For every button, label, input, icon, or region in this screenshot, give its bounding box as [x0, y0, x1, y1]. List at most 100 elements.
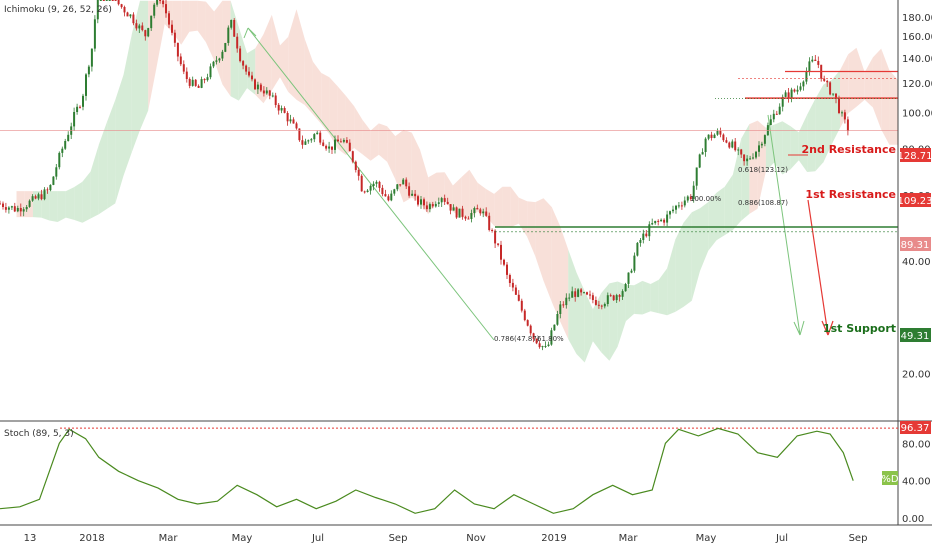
- candle-body: [456, 207, 458, 217]
- candle-body: [553, 325, 555, 331]
- candle-body: [651, 223, 653, 224]
- candle-body: [233, 20, 235, 37]
- candle-body: [322, 143, 324, 146]
- candle-body: [44, 189, 46, 199]
- candle-body: [298, 129, 300, 141]
- candle-body: [64, 141, 66, 149]
- candle-body: [731, 142, 733, 148]
- candle-body: [112, 0, 114, 1]
- candle-body: [708, 135, 710, 139]
- cloud-segment: [848, 48, 856, 114]
- candle-body: [49, 185, 51, 190]
- candle-body: [666, 215, 668, 223]
- candle-body: [465, 217, 467, 219]
- time-tick-label: Jul: [311, 533, 324, 544]
- candle-body: [764, 135, 766, 144]
- candle-body: [669, 211, 671, 214]
- stoch-d-label: %D: [881, 474, 899, 485]
- candle-body: [32, 196, 34, 201]
- candle-body: [242, 61, 244, 66]
- price-tick-label: 100.00: [902, 108, 932, 119]
- candle-body: [257, 85, 259, 90]
- candle-body: [115, 0, 117, 1]
- candle-body: [355, 162, 357, 170]
- candle-body: [109, 0, 111, 1]
- fib-886-label: 0.886(108.87): [738, 199, 788, 207]
- candle-body: [571, 291, 573, 297]
- candle-body: [127, 13, 129, 17]
- candle-body: [500, 245, 502, 260]
- candle-body: [103, 0, 105, 1]
- candle-body: [542, 346, 544, 347]
- candle-body: [304, 141, 306, 144]
- candle-body: [417, 196, 419, 204]
- candle-body: [14, 206, 16, 211]
- candle-body: [352, 151, 354, 162]
- candle-body: [180, 57, 182, 65]
- candle-body: [147, 28, 149, 36]
- candle-body: [660, 220, 662, 221]
- candle-body: [770, 119, 772, 125]
- candle-body: [325, 146, 327, 149]
- resistance-2-label: 2nd Resistance: [802, 143, 896, 156]
- candle-body: [755, 152, 757, 158]
- candle-body: [328, 147, 330, 149]
- candle-body: [73, 112, 75, 126]
- candle-body: [5, 207, 7, 210]
- candle-body: [444, 198, 446, 202]
- candle-body: [118, 0, 120, 4]
- candle-body: [88, 67, 90, 75]
- candle-body: [432, 204, 434, 206]
- candle-body: [414, 194, 416, 196]
- candle-body: [811, 60, 813, 62]
- price-tick-label: 140.00: [902, 54, 932, 65]
- candle-body: [805, 71, 807, 81]
- candle-body: [574, 291, 576, 297]
- fib-786-label: 0.786(47.87): [494, 335, 540, 343]
- candle-body: [749, 158, 751, 159]
- candle-body: [100, 0, 102, 1]
- candle-body: [711, 135, 713, 138]
- candle-body: [221, 52, 223, 59]
- cloud-segment: [651, 280, 659, 314]
- cloud-segment: [33, 191, 41, 218]
- candle-body: [497, 243, 499, 245]
- candle-body: [743, 155, 745, 162]
- candle-body: [310, 139, 312, 140]
- candle-body: [684, 201, 686, 206]
- price-tick-label: 20.00: [902, 369, 931, 380]
- candle-body: [85, 74, 87, 96]
- candle-body: [281, 108, 283, 111]
- candle-body: [426, 205, 428, 209]
- candle-body: [313, 134, 315, 139]
- candle-body: [737, 150, 739, 151]
- candle-body: [779, 107, 781, 115]
- candle-body: [260, 85, 262, 91]
- candle-body: [346, 140, 348, 143]
- candle-body: [459, 209, 461, 218]
- candle-body: [429, 204, 431, 209]
- candle-body: [198, 86, 200, 88]
- candle-body: [76, 107, 78, 112]
- resistance-1-label: 1st Resistance: [805, 188, 896, 201]
- candle-body: [631, 271, 633, 273]
- time-tick-label: 2019: [541, 533, 566, 544]
- stoch-level-value: 96.37: [901, 423, 930, 434]
- candle-body: [230, 20, 232, 28]
- candle-body: [0, 204, 1, 205]
- candle-body: [808, 61, 810, 71]
- candle-body: [11, 206, 13, 207]
- candle-body: [740, 150, 742, 155]
- candle-body: [192, 80, 194, 86]
- candle-body: [829, 82, 831, 94]
- candle-body: [340, 141, 342, 142]
- price-tick-label: 120.00: [902, 79, 932, 90]
- candle-body: [373, 184, 375, 186]
- candle-body: [153, 5, 155, 16]
- support-1-value: 49.31: [901, 331, 930, 342]
- candle-body: [681, 205, 683, 206]
- candle-body: [420, 199, 422, 204]
- candle-body: [367, 191, 369, 192]
- candle-body: [284, 108, 286, 113]
